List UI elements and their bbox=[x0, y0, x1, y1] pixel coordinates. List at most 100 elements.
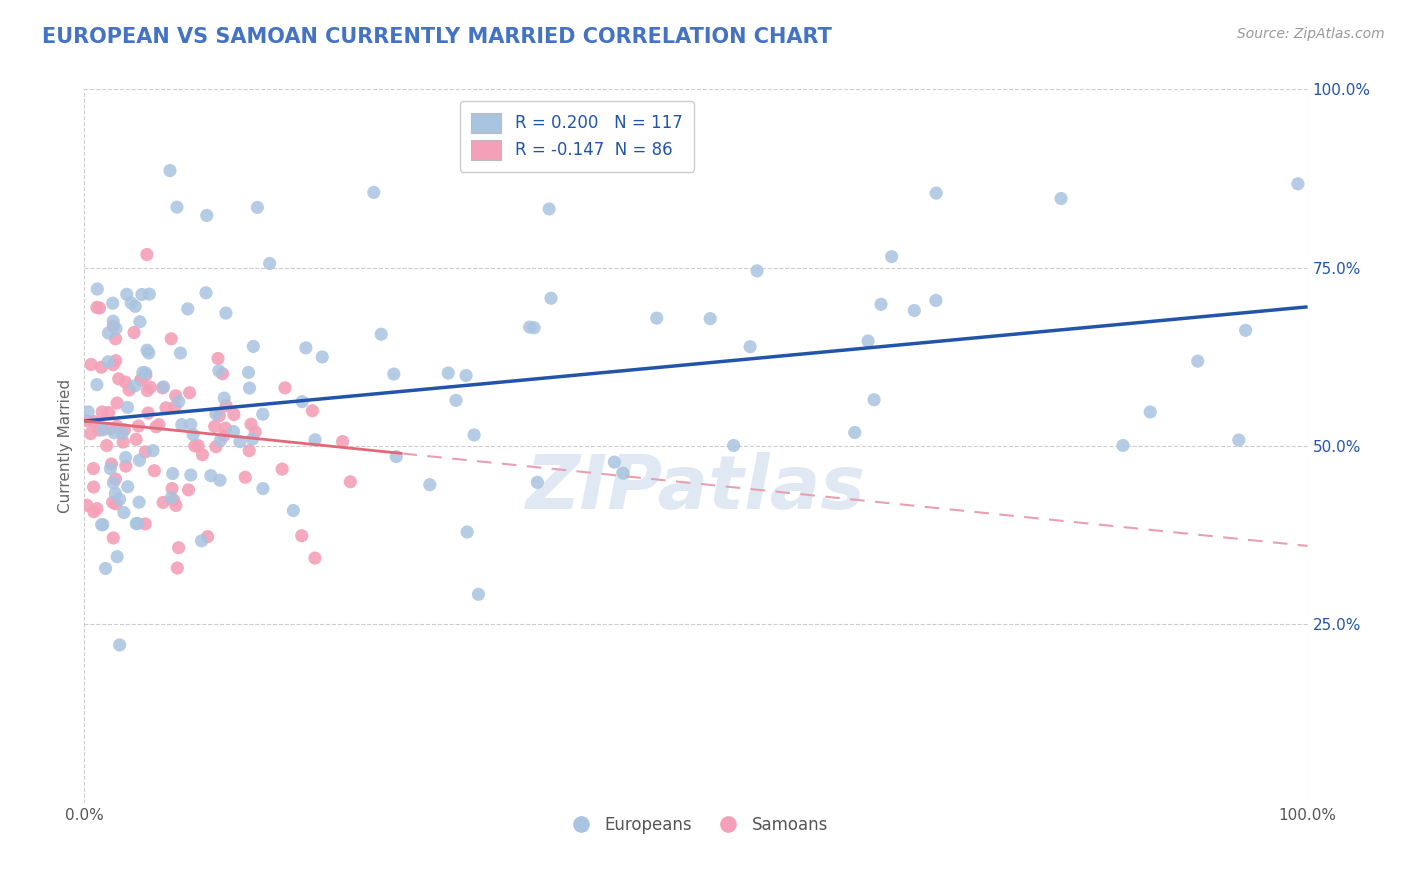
Point bbox=[103, 314, 125, 328]
Point bbox=[204, 407, 226, 421]
Point bbox=[454, 368, 477, 383]
Point bbox=[101, 358, 124, 372]
Point bbox=[304, 433, 326, 447]
Point bbox=[437, 366, 460, 380]
Point bbox=[152, 381, 174, 395]
Point bbox=[215, 399, 238, 413]
Point bbox=[295, 341, 318, 355]
Point bbox=[98, 461, 121, 475]
Point bbox=[245, 425, 267, 439]
Point bbox=[370, 327, 392, 342]
Text: EUROPEAN VS SAMOAN CURRENTLY MARRIED CORRELATION CHART: EUROPEAN VS SAMOAN CURRENTLY MARRIED COR… bbox=[42, 27, 832, 46]
Point bbox=[91, 405, 114, 419]
Point bbox=[208, 409, 231, 423]
Point bbox=[207, 351, 229, 366]
Point bbox=[128, 453, 150, 467]
Point bbox=[200, 468, 222, 483]
Point bbox=[1112, 438, 1135, 452]
Point bbox=[222, 425, 245, 439]
Point bbox=[83, 414, 105, 428]
Point bbox=[86, 377, 108, 392]
Point bbox=[160, 482, 183, 496]
Point bbox=[162, 467, 184, 481]
Point bbox=[136, 343, 159, 358]
Point bbox=[197, 530, 219, 544]
Point bbox=[104, 332, 127, 346]
Point bbox=[124, 299, 146, 313]
Point bbox=[1187, 354, 1209, 368]
Point bbox=[103, 425, 125, 440]
Point bbox=[138, 346, 160, 360]
Point bbox=[98, 421, 121, 435]
Point bbox=[242, 432, 264, 446]
Point bbox=[1227, 433, 1250, 447]
Point bbox=[115, 287, 138, 301]
Point bbox=[880, 68, 903, 82]
Point bbox=[82, 461, 104, 475]
Point bbox=[259, 256, 281, 270]
Point bbox=[215, 306, 238, 320]
Point bbox=[190, 533, 212, 548]
Point bbox=[456, 524, 478, 539]
Point bbox=[122, 326, 145, 340]
Point bbox=[97, 355, 120, 369]
Point bbox=[159, 163, 181, 178]
Point bbox=[208, 473, 231, 487]
Point bbox=[612, 466, 634, 480]
Point bbox=[191, 448, 214, 462]
Point bbox=[86, 282, 108, 296]
Point bbox=[863, 392, 886, 407]
Point bbox=[143, 464, 166, 478]
Point bbox=[699, 311, 721, 326]
Point bbox=[112, 435, 135, 450]
Point bbox=[134, 516, 156, 531]
Point bbox=[104, 486, 127, 500]
Point bbox=[76, 414, 98, 428]
Point bbox=[167, 541, 190, 555]
Point bbox=[131, 287, 153, 301]
Point bbox=[103, 531, 125, 545]
Point bbox=[90, 517, 112, 532]
Point bbox=[170, 417, 193, 432]
Point bbox=[101, 296, 124, 310]
Point bbox=[463, 428, 485, 442]
Point bbox=[97, 326, 120, 340]
Point bbox=[925, 293, 948, 308]
Point bbox=[111, 426, 134, 441]
Point bbox=[233, 470, 256, 484]
Point bbox=[80, 358, 103, 372]
Point bbox=[211, 367, 233, 381]
Point bbox=[1286, 177, 1309, 191]
Point bbox=[179, 385, 201, 400]
Point bbox=[139, 68, 162, 82]
Point bbox=[166, 561, 188, 575]
Point bbox=[311, 350, 333, 364]
Point bbox=[238, 443, 260, 458]
Point bbox=[114, 375, 136, 389]
Point bbox=[177, 301, 200, 316]
Point bbox=[128, 419, 150, 434]
Point bbox=[187, 439, 209, 453]
Point bbox=[165, 389, 187, 403]
Point bbox=[145, 419, 167, 434]
Point bbox=[114, 450, 136, 465]
Point bbox=[163, 400, 186, 414]
Point bbox=[89, 301, 111, 315]
Point bbox=[523, 320, 546, 334]
Point bbox=[105, 549, 128, 564]
Point bbox=[135, 247, 157, 261]
Point bbox=[132, 366, 155, 380]
Point bbox=[160, 332, 183, 346]
Point bbox=[204, 419, 226, 434]
Point bbox=[107, 372, 129, 386]
Point bbox=[139, 380, 162, 394]
Point bbox=[283, 503, 305, 517]
Point bbox=[238, 366, 260, 380]
Point bbox=[903, 303, 925, 318]
Point bbox=[844, 425, 866, 440]
Point bbox=[540, 291, 562, 305]
Point bbox=[238, 381, 260, 395]
Point bbox=[538, 202, 561, 216]
Point bbox=[114, 423, 136, 437]
Point bbox=[214, 421, 236, 435]
